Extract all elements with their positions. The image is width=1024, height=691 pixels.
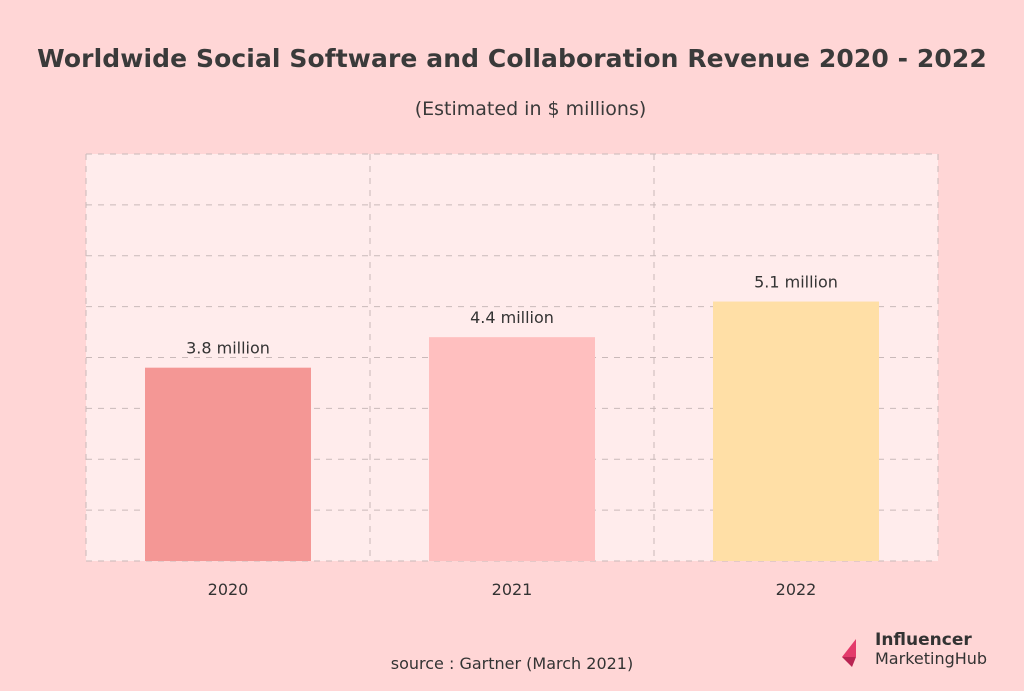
bar-2020 <box>145 367 311 561</box>
logo-line2: MarketingHub <box>875 649 988 668</box>
data-label-2020: 3.8 million <box>186 339 270 358</box>
data-label-2021: 4.4 million <box>470 308 554 327</box>
x-tick-label-2020: 2020 <box>208 580 249 599</box>
brand-logo: Influencer MarketingHub <box>840 630 1010 674</box>
x-tick-label-2022: 2022 <box>776 580 817 599</box>
source-note: source : Gartner (March 2021) <box>390 654 634 673</box>
chart-subtitle: (Estimated in $ millions) <box>414 98 647 120</box>
bar-2022 <box>713 301 879 561</box>
x-tick-label-2021: 2021 <box>492 580 533 599</box>
logo-line1: Influencer <box>875 630 972 650</box>
logo-mark-icon <box>842 639 856 667</box>
data-label-2022: 5.1 million <box>754 273 838 292</box>
bar-2021 <box>429 337 595 561</box>
chart-title: Worldwide Social Software and Collaborat… <box>37 44 987 73</box>
